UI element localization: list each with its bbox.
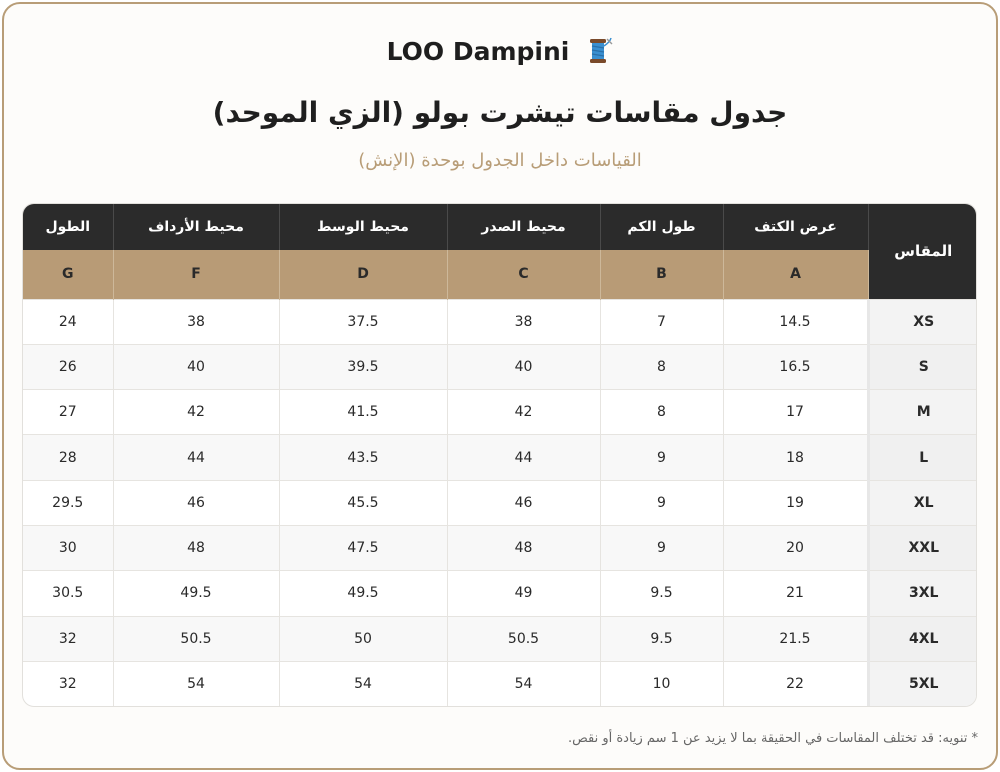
table-row: 30.5 49.5 49.5 49 9.5 21 3XL: [23, 570, 976, 617]
table-cell: 39.5: [279, 343, 448, 390]
brand-header: LOO Dampini: [4, 34, 996, 68]
table-cell: 18: [723, 434, 869, 481]
table-cell: 30: [23, 524, 114, 571]
table-cell: 42: [113, 389, 280, 435]
size-label: 3XL: [866, 570, 976, 617]
table-cell: 28: [23, 434, 114, 481]
col-header-chest: محيط الصدر: [447, 204, 601, 250]
table-cell: 50.5: [113, 615, 280, 662]
table-cell: 14.5: [723, 298, 869, 345]
table-cell: 40: [447, 343, 601, 390]
table-cell: 21: [723, 570, 869, 617]
table-cell: 54: [279, 660, 448, 706]
table-cell: 48: [113, 524, 280, 571]
table-cell: 9: [600, 479, 724, 526]
col-header-shoulder: عرض الكتف: [723, 204, 869, 250]
col-header-length: الطول: [23, 204, 114, 250]
size-label: S: [866, 343, 976, 390]
brand-name: LOO Dampini: [386, 36, 570, 66]
table-row: 27 42 41.5 42 8 17 M: [23, 389, 976, 435]
table-cell: 48: [447, 524, 601, 571]
table-cell: 49.5: [279, 570, 448, 617]
size-label: L: [866, 434, 976, 481]
size-table: الطول محيط الأرداف محيط الوسط محيط الصدر…: [23, 204, 976, 706]
table-cell: 38: [447, 298, 601, 345]
col-header-hip: محيط الأرداف: [113, 204, 280, 250]
page-title: جدول مقاسات تيشرت بولو (الزي الموحد): [212, 96, 788, 129]
table-cell: 50: [279, 615, 448, 662]
size-label: M: [866, 389, 976, 435]
table-cell: 17: [723, 389, 869, 435]
table-cell: 8: [600, 343, 724, 390]
col-header-size: المقاس: [868, 204, 976, 299]
size-label: 4XL: [866, 615, 976, 662]
table-cell: 21.5: [723, 615, 869, 662]
table-cell: 19: [723, 479, 869, 526]
table-cell: 26: [23, 343, 114, 390]
table-cell: 9: [600, 524, 724, 571]
size-label: XL: [866, 479, 976, 526]
table-cell: 9.5: [600, 615, 724, 662]
table-cell: 37.5: [279, 298, 448, 345]
size-table-container: الطول محيط الأرداف محيط الوسط محيط الصدر…: [22, 203, 977, 707]
size-label: XXL: [866, 524, 976, 571]
table-cell: 9.5: [600, 570, 724, 617]
col-code-f: F: [113, 250, 280, 299]
table-cell: 43.5: [279, 434, 448, 481]
table-cell: 9: [600, 434, 724, 481]
table-cell: 41.5: [279, 389, 448, 435]
table-cell: 44: [447, 434, 601, 481]
table-cell: 40: [113, 343, 280, 390]
table-row: 32 54 54 54 10 22 5XL: [23, 660, 976, 706]
table-cell: 30.5: [23, 570, 114, 617]
col-code-g: G: [23, 250, 114, 299]
col-code-d: D: [279, 250, 448, 299]
header-row-codes: G F D C B A: [23, 250, 976, 299]
table-cell: 22: [723, 660, 869, 706]
table-cell: 46: [447, 479, 601, 526]
col-code-a: A: [723, 250, 869, 299]
table-row: 24 38 37.5 38 7 14.5 XS: [23, 298, 976, 345]
col-code-c: C: [447, 250, 601, 299]
table-cell: 44: [113, 434, 280, 481]
table-cell: 27: [23, 389, 114, 435]
table-cell: 24: [23, 298, 114, 345]
table-cell: 32: [23, 660, 114, 706]
table-cell: 20: [723, 524, 869, 571]
table-cell: 47.5: [279, 524, 448, 571]
col-header-sleeve: طول الكم: [600, 204, 724, 250]
table-cell: 42: [447, 389, 601, 435]
table-cell: 8: [600, 389, 724, 435]
header-row-arabic: الطول محيط الأرداف محيط الوسط محيط الصدر…: [23, 204, 976, 299]
table-row: 29.5 46 45.5 46 9 19 XL: [23, 479, 976, 526]
table-cell: 16.5: [723, 343, 869, 390]
col-header-waist: محيط الوسط: [279, 204, 448, 250]
table-cell: 49.5: [113, 570, 280, 617]
table-row: 32 50.5 50 50.5 9.5 21.5 4XL: [23, 615, 976, 662]
table-cell: 45.5: [279, 479, 448, 526]
thread-spool-icon: [583, 36, 613, 66]
col-code-b: B: [600, 250, 724, 299]
table-cell: 54: [447, 660, 601, 706]
table-cell: 38: [113, 298, 280, 345]
size-label: XS: [866, 298, 976, 345]
table-row: 28 44 43.5 44 9 18 L: [23, 434, 976, 481]
disclaimer-note: * تنويه: قد تختلف المقاسات في الحقيقة بم…: [567, 731, 978, 746]
table-cell: 54: [113, 660, 280, 706]
table-cell: 32: [23, 615, 114, 662]
table-cell: 7: [600, 298, 724, 345]
table-cell: 46: [113, 479, 280, 526]
page-subtitle: القياسات داخل الجدول بوحدة (الإنش): [358, 150, 642, 171]
table-cell: 29.5: [23, 479, 114, 526]
table-cell: 10: [600, 660, 724, 706]
table-cell: 50.5: [447, 615, 601, 662]
size-label: 5XL: [866, 660, 976, 706]
table-row: 30 48 47.5 48 9 20 XXL: [23, 524, 976, 571]
table-row: 26 40 39.5 40 8 16.5 S: [23, 343, 976, 390]
table-cell: 49: [447, 570, 601, 617]
